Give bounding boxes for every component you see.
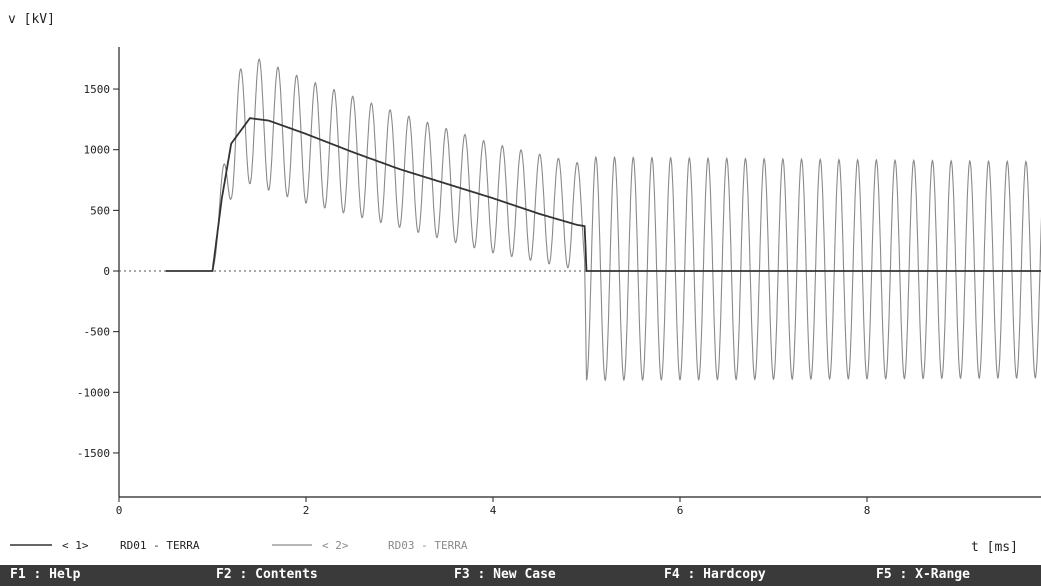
- f4-hardcopy-button[interactable]: F4 : Hardcopy: [664, 567, 766, 582]
- f5-label: X-Range: [915, 567, 970, 582]
- y-ticks: 1500 1000 500 0 -500 -1000 -1500: [77, 83, 119, 460]
- series-2-line: [211, 58, 1041, 382]
- f1-label: Help: [49, 567, 81, 582]
- legend-marker-series-1: < 1>: [62, 539, 89, 552]
- x-axis-label: t [ms]: [971, 540, 1018, 555]
- series-1-line: [165, 117, 1041, 272]
- f1-help-button[interactable]: F1 : Help: [10, 567, 81, 582]
- f5-x-range-button[interactable]: F5 : X-Range: [876, 567, 970, 582]
- legend: < 1> RD01 - TERRA < 2> RD03 - TERRA: [10, 539, 468, 552]
- y-tick-label: 500: [90, 204, 110, 217]
- f4-key: F4: [664, 567, 680, 582]
- f2-label: Contents: [255, 567, 318, 582]
- f2-contents-button[interactable]: F2 : Contents: [216, 567, 318, 582]
- f3-new-case-button[interactable]: F3 : New Case: [454, 567, 556, 582]
- legend-label-series-2: RD03 - TERRA: [388, 539, 468, 552]
- y-tick-label: -1500: [77, 447, 110, 460]
- y-tick-label: 1000: [84, 144, 111, 157]
- f4-label: Hardcopy: [703, 567, 766, 582]
- f2-key: F2: [216, 567, 232, 582]
- y-tick-label: -500: [84, 326, 111, 339]
- legend-marker-series-2: < 2>: [322, 539, 349, 552]
- y-tick-label: 1500: [84, 83, 111, 96]
- y-tick-label: -1000: [77, 386, 110, 399]
- legend-label-series-1: RD01 - TERRA: [120, 539, 200, 552]
- y-axis-label: v [kV]: [8, 12, 55, 27]
- f5-key: F5: [876, 567, 892, 582]
- function-key-bar: F1 : Help F2 : Contents F3 : New Case F4…: [0, 565, 1041, 586]
- f1-key: F1: [10, 567, 26, 582]
- x-tick-label: 8: [864, 504, 871, 517]
- x-tick-label: 2: [303, 504, 310, 517]
- x-tick-label: 4: [490, 504, 497, 517]
- x-tick-label: 6: [677, 504, 684, 517]
- y-tick-label: 0: [103, 265, 110, 278]
- series-layer: [165, 58, 1041, 382]
- f3-key: F3: [454, 567, 470, 582]
- x-ticks: 0 2 4 6 8: [116, 497, 871, 517]
- x-tick-label: 0: [116, 504, 123, 517]
- f3-label: New Case: [493, 567, 556, 582]
